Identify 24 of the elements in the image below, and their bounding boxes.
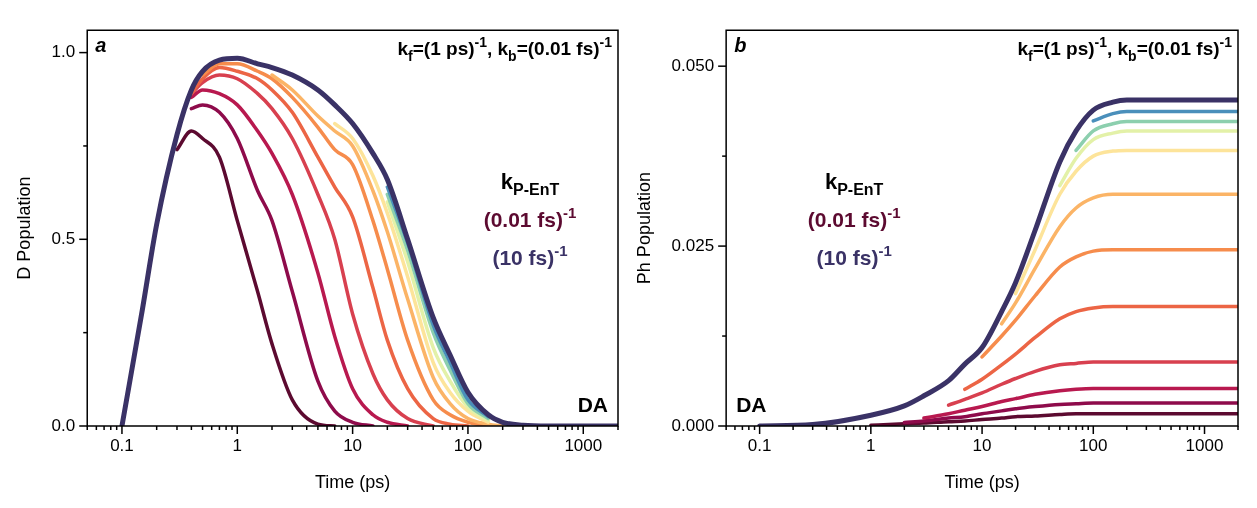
y-axis-title: Ph Population (633, 172, 654, 285)
y-tick-label: 0.0 (51, 415, 76, 435)
x-tick-label: 10 (972, 435, 992, 455)
x-axis-title: Time (ps) (314, 472, 391, 493)
x-tick-label: 1 (232, 435, 243, 455)
x-tick-label: 1000 (1185, 435, 1224, 455)
y-tick-label: 0.025 (671, 235, 715, 255)
y-tick-label: 0.5 (51, 228, 76, 248)
x-tick-label: 1 (866, 435, 876, 455)
chart-title: b (734, 33, 747, 56)
x-axis-title: Time (ps) (944, 472, 1020, 493)
y-tick-label: 1.0 (51, 42, 76, 62)
y-axis-title: D Population (13, 176, 34, 280)
annotation: DA (577, 393, 609, 416)
x-tick-label: 0.1 (747, 435, 772, 455)
x-tick-label: 10 (343, 435, 363, 455)
annotation: DA (736, 393, 767, 416)
y-tick-label: 0.050 (671, 55, 715, 75)
chart-title: a (95, 33, 107, 56)
x-tick-label: 100 (1079, 435, 1108, 455)
x-tick-label: 1000 (564, 435, 603, 455)
x-tick-label: 0.1 (110, 435, 134, 455)
x-tick-label: 100 (453, 435, 483, 455)
y-tick-label: 0.000 (671, 415, 715, 435)
